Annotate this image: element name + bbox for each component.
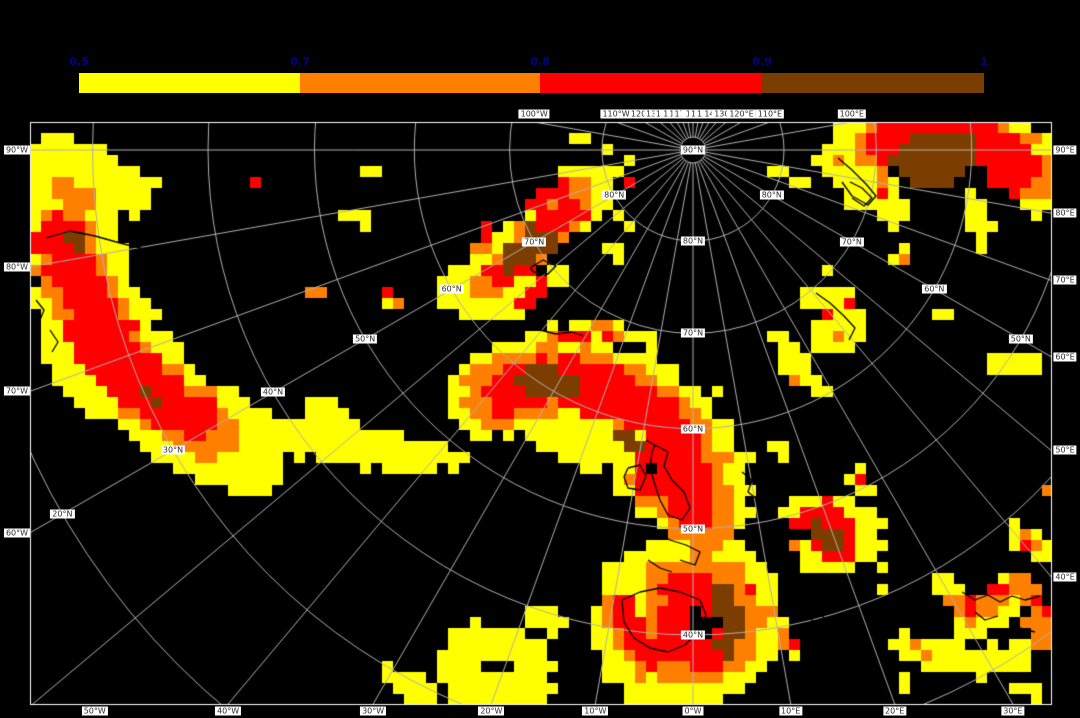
colorbar-tick-5: 1 bbox=[980, 55, 988, 68]
colorbar-tick-3: 0.8 bbox=[530, 55, 550, 68]
colorbar-segment-2 bbox=[300, 73, 540, 93]
colorbar-tick-4: 0.9 bbox=[752, 55, 772, 68]
colorbar-tick-2: 0.7 bbox=[290, 55, 310, 68]
colorbar: 0.5 0.7 0.8 0.9 1 bbox=[0, 0, 1080, 110]
colorbar-segment-3 bbox=[540, 73, 762, 93]
colorbar-segments bbox=[79, 73, 984, 93]
colorbar-tick-1: 0.5 bbox=[69, 55, 89, 68]
colorbar-segment-4 bbox=[762, 73, 984, 93]
colorbar-segment-1 bbox=[79, 73, 300, 93]
